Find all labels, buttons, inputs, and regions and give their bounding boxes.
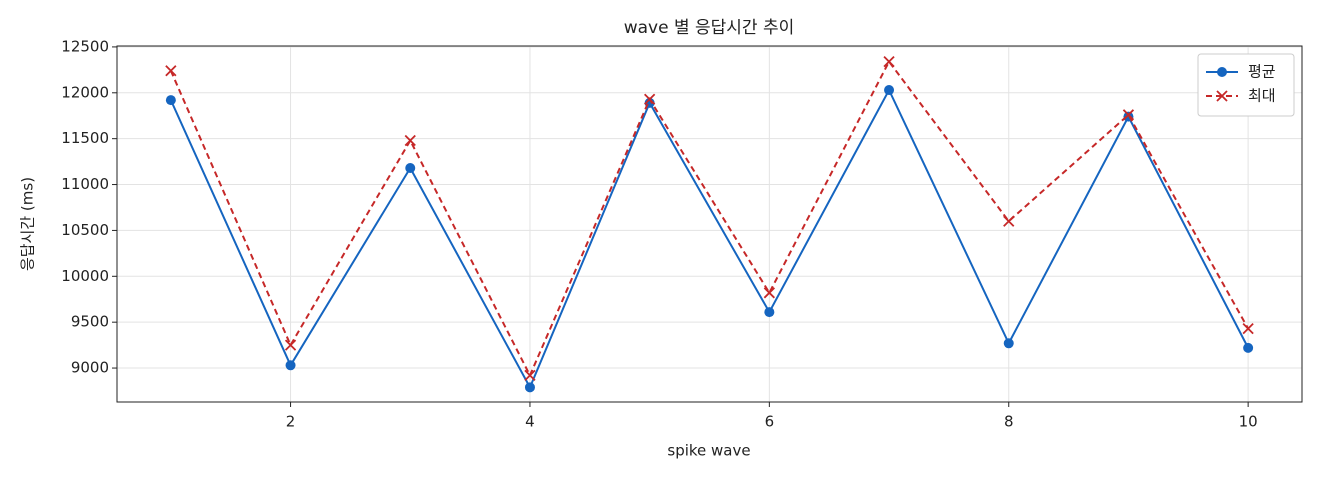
x-axis-label: spike wave (667, 442, 750, 460)
y-tick-label: 9000 (71, 359, 109, 377)
y-tick-label: 12500 (61, 37, 109, 55)
x-tick-label: 8 (1004, 413, 1014, 431)
marker (404, 134, 416, 147)
x-tick-label: 6 (765, 413, 775, 431)
marker (524, 382, 535, 393)
marker (883, 55, 895, 68)
y-tick-label: 11000 (61, 175, 109, 193)
legend-label: 평균 (1248, 63, 1276, 81)
y-tick-label: 12000 (61, 83, 109, 101)
marker (285, 360, 296, 371)
x-tick-label: 10 (1239, 413, 1258, 431)
x-tick-label: 4 (525, 413, 535, 431)
marker (1243, 342, 1254, 353)
marker (763, 287, 775, 299)
marker (1242, 322, 1254, 335)
marker (165, 65, 177, 77)
x-tick-label: 2 (286, 413, 296, 431)
marker (1217, 67, 1227, 77)
legend-label: 최대 (1248, 87, 1276, 105)
marker (764, 307, 775, 318)
marker (644, 93, 656, 105)
y-axis-label: 응답시간 (ms) (19, 177, 37, 271)
marker (524, 369, 536, 382)
y-tick-label: 9500 (71, 313, 109, 331)
y-tick-label: 11500 (61, 129, 109, 147)
marker (284, 339, 297, 351)
plot-frame (116, 45, 1303, 403)
marker (1216, 90, 1228, 102)
marker (1003, 338, 1014, 349)
marker (405, 163, 416, 174)
chart-title: wave 별 응답시간 추이 (624, 18, 795, 38)
y-tick-label: 10500 (61, 221, 109, 239)
marker (884, 85, 895, 96)
legend-box (1197, 53, 1295, 117)
marker (165, 95, 176, 106)
y-tick-label: 10000 (61, 267, 109, 285)
series-line (169, 59, 1250, 378)
marker (1003, 215, 1015, 227)
marker (1122, 109, 1135, 121)
series-line (169, 87, 1250, 390)
